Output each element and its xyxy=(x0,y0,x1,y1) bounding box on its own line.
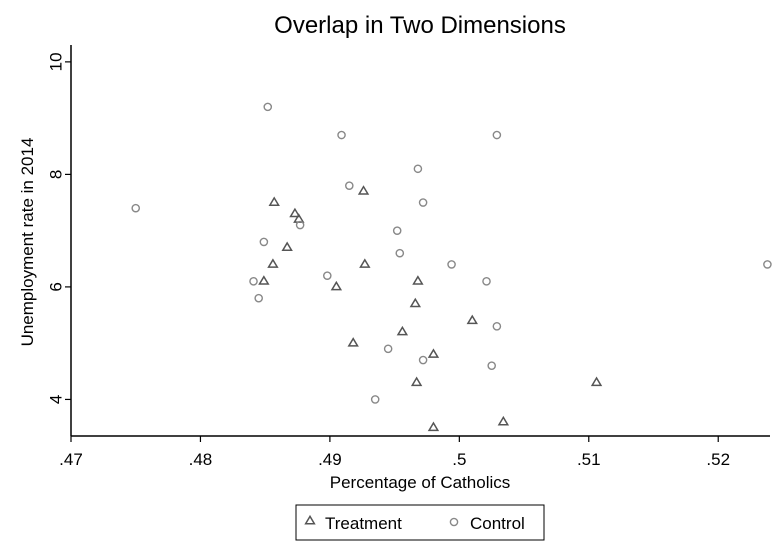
point-treatment xyxy=(409,297,422,308)
x-tick-label: .47 xyxy=(59,450,83,469)
point-control xyxy=(763,260,772,269)
plot-area: .47 .48 .49 .5 .51 .52 4 6 8 10 xyxy=(46,45,772,469)
point-control xyxy=(487,361,496,370)
y-tick-label: 6 xyxy=(46,282,65,291)
point-treatment xyxy=(412,275,424,285)
x-axis-title: Percentage of Catholics xyxy=(330,473,511,492)
chart-title: Overlap in Two Dimensions xyxy=(274,12,566,39)
point-control xyxy=(295,220,305,230)
point-control xyxy=(392,226,402,235)
point-treatment xyxy=(497,415,510,426)
x-tick-label: .5 xyxy=(452,450,466,469)
point-control xyxy=(383,344,393,354)
legend-control-circle-icon xyxy=(449,517,459,527)
point-control xyxy=(259,237,269,247)
point-control xyxy=(131,203,141,213)
y-tick-label: 4 xyxy=(46,395,65,404)
x-tick-label: .51 xyxy=(577,450,601,469)
legend: Treatment Control xyxy=(295,504,545,541)
point-treatment xyxy=(281,241,293,252)
x-tick-label: .49 xyxy=(318,450,342,469)
point-treatment xyxy=(357,185,370,195)
point-treatment xyxy=(359,258,371,268)
point-treatment xyxy=(396,325,409,336)
point-control xyxy=(418,198,428,207)
x-axis-ticks: .47 .48 .49 .5 .51 .52 xyxy=(59,436,730,469)
legend-label-treatment: Treatment xyxy=(325,514,402,533)
point-treatment xyxy=(267,258,279,268)
point-control xyxy=(482,276,491,286)
legend-marker-control xyxy=(449,517,459,527)
point-control xyxy=(418,355,428,365)
point-control xyxy=(492,130,502,140)
point-control xyxy=(263,102,273,112)
point-treatment xyxy=(427,348,440,358)
point-treatment xyxy=(347,337,359,347)
point-treatment xyxy=(590,376,603,387)
point-control xyxy=(322,271,332,280)
x-tick-label: .52 xyxy=(706,450,730,469)
point-control xyxy=(249,276,258,286)
y-tick-label: 10 xyxy=(46,52,65,71)
point-treatment xyxy=(466,314,478,325)
point-control xyxy=(345,181,354,190)
y-tick-label: 8 xyxy=(46,170,65,179)
point-control xyxy=(254,293,263,303)
point-treatment xyxy=(410,376,423,387)
point-treatment xyxy=(427,421,440,432)
data-points xyxy=(131,102,772,432)
y-axis-title: Unemployment rate in 2014 xyxy=(18,138,37,347)
legend-box xyxy=(295,504,545,541)
y-axis-ticks: 4 6 8 10 xyxy=(46,52,71,404)
point-control xyxy=(337,130,346,140)
point-treatment xyxy=(258,275,270,285)
legend-label-control: Control xyxy=(470,514,525,533)
point-control xyxy=(492,321,502,331)
point-control xyxy=(447,260,456,269)
legend-marker-treatment xyxy=(304,514,316,525)
x-tick-label: .48 xyxy=(189,450,213,469)
point-treatment xyxy=(268,196,280,207)
point-control xyxy=(413,164,423,174)
point-treatment xyxy=(289,207,301,218)
point-treatment xyxy=(330,280,343,291)
point-control xyxy=(370,395,380,404)
point-control xyxy=(395,248,405,258)
legend-treatment-triangle-icon xyxy=(304,514,316,525)
axes xyxy=(70,45,770,437)
